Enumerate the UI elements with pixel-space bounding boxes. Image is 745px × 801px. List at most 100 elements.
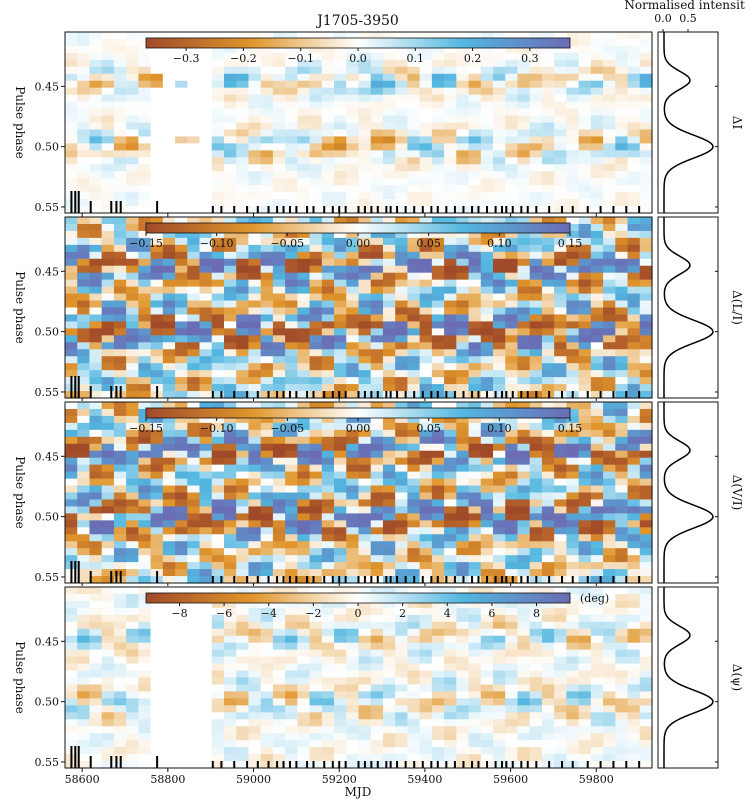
heatmap-cell (627, 527, 641, 535)
heatmap-cell (248, 370, 262, 378)
heatmap-cell (248, 237, 262, 246)
heatmap-cell (639, 436, 653, 445)
heatmap-cell (493, 436, 506, 445)
panel-quantity-label: ΔI (730, 116, 744, 130)
heatmap-cell (65, 45, 78, 54)
heatmap-cell (138, 143, 152, 151)
heatmap-cell (150, 73, 164, 82)
heatmap-cell (419, 464, 433, 473)
heatmap-cell (272, 217, 286, 225)
heatmap-cell (297, 719, 311, 727)
heatmap-cell (346, 555, 360, 563)
heatmap-cell (505, 349, 519, 357)
heatmap-cell (321, 450, 335, 459)
heatmap-cell (505, 600, 519, 609)
heatmap-cell (187, 293, 201, 302)
heatmap-cell (493, 698, 506, 706)
heatmap-cell (505, 520, 519, 528)
heatmap-cell (480, 384, 494, 392)
heatmap-cell (260, 436, 274, 445)
heatmap-cell (223, 548, 237, 556)
heatmap-cell (444, 129, 457, 138)
heatmap-cell (211, 32, 225, 40)
heatmap-cell (334, 635, 347, 644)
heatmap-cell (615, 237, 629, 246)
heatmap-cell (260, 534, 274, 542)
heatmap-cell (590, 307, 604, 316)
heatmap-cell (89, 115, 103, 124)
heatmap-cell (493, 520, 506, 528)
heatmap-cell (505, 237, 519, 246)
heatmap-cell (480, 265, 494, 274)
heatmap-cell (615, 402, 629, 410)
heatmap-cell (321, 94, 335, 103)
heatmap-cell (248, 157, 262, 165)
heatmap-cell (297, 143, 311, 151)
heatmap-cell (248, 32, 262, 40)
heatmap-cell (358, 534, 372, 542)
heatmap-cell (236, 314, 250, 323)
heatmap-cell (358, 384, 372, 392)
heatmap-cell (199, 621, 213, 630)
heatmap-cell (77, 555, 91, 563)
heatmap-cell (260, 178, 274, 186)
heatmap-cell (493, 237, 506, 246)
heatmap-cell (578, 384, 592, 392)
heatmap-cell (211, 335, 225, 343)
heatmap-cell (603, 38, 616, 47)
heatmap-cell (456, 614, 470, 623)
heatmap-cell (223, 747, 237, 755)
heatmap-cell (199, 328, 213, 336)
heatmap-cell (529, 541, 543, 549)
heatmap-cell (480, 628, 494, 637)
heatmap-cell (89, 265, 103, 274)
heatmap-cell (603, 415, 616, 424)
heatmap-cell (199, 87, 213, 96)
heatmap-cell (480, 656, 494, 665)
heatmap-cell (505, 377, 519, 385)
heatmap-cell (395, 279, 409, 288)
heatmap-cell (101, 548, 115, 556)
heatmap-cell (126, 548, 139, 556)
heatmap-cell (334, 307, 347, 316)
heatmap-cell (260, 370, 274, 378)
heatmap-cell (456, 265, 470, 274)
heatmap-cell (627, 314, 641, 323)
heatmap-cell (639, 527, 653, 535)
heatmap-cell (346, 670, 360, 679)
heatmap-cell (321, 265, 335, 274)
heatmap-cell (126, 150, 139, 158)
heatmap-cell (493, 429, 506, 438)
heatmap-cell (126, 321, 139, 329)
heatmap-cell (101, 607, 115, 616)
heatmap-cell (493, 569, 506, 577)
heatmap-cell (65, 328, 78, 336)
heatmap-cell (346, 569, 360, 577)
heatmap-cell (419, 555, 433, 563)
y-tick-label: 0.55 (35, 201, 60, 214)
heatmap-cell (382, 649, 396, 658)
heatmap-cell (334, 217, 347, 225)
heatmap-cell (444, 101, 457, 110)
heatmap-cell (321, 314, 335, 323)
heatmap-cell (639, 199, 653, 207)
heatmap-cell (126, 87, 139, 96)
heatmap-cell (603, 328, 616, 336)
heatmap-cell (493, 272, 506, 281)
heatmap-cell (505, 80, 519, 89)
heatmap-cell (211, 192, 225, 200)
heatmap-cell (272, 192, 286, 200)
heatmap-cell (370, 621, 384, 630)
heatmap-cell (138, 286, 152, 295)
heatmap-cell (321, 422, 335, 431)
heatmap-cell (101, 279, 115, 288)
heatmap-cell (639, 230, 653, 239)
heatmap-cell (248, 607, 262, 616)
heatmap-cell (321, 237, 335, 246)
heatmap-cell (211, 258, 225, 267)
heatmap-cell (505, 642, 519, 651)
heatmap-cell (603, 129, 616, 138)
heatmap-cell (334, 621, 347, 630)
colorbar-tick-label: −0.15 (129, 237, 163, 250)
heatmap-cell (358, 464, 372, 473)
